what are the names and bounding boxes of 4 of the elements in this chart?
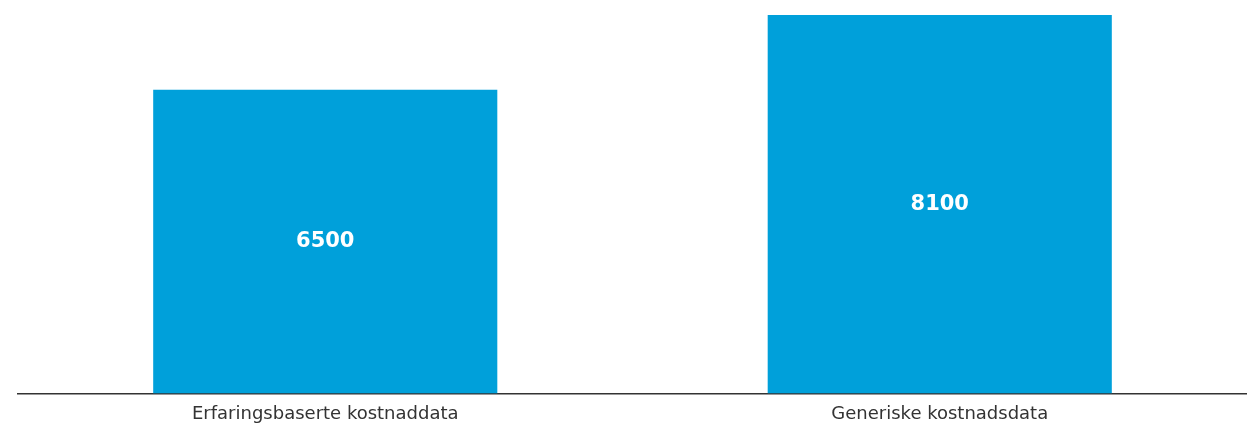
x-tick-label: Generiske kostnadsdata — [831, 401, 1049, 423]
data-label: 6500 — [296, 228, 355, 253]
x-tick-label: Erfaringsbaserte kostnaddata — [191, 401, 459, 423]
data-label: 8100 — [910, 190, 969, 215]
